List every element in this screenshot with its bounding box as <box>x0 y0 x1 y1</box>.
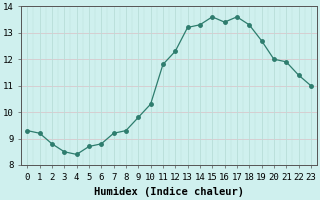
X-axis label: Humidex (Indice chaleur): Humidex (Indice chaleur) <box>94 187 244 197</box>
